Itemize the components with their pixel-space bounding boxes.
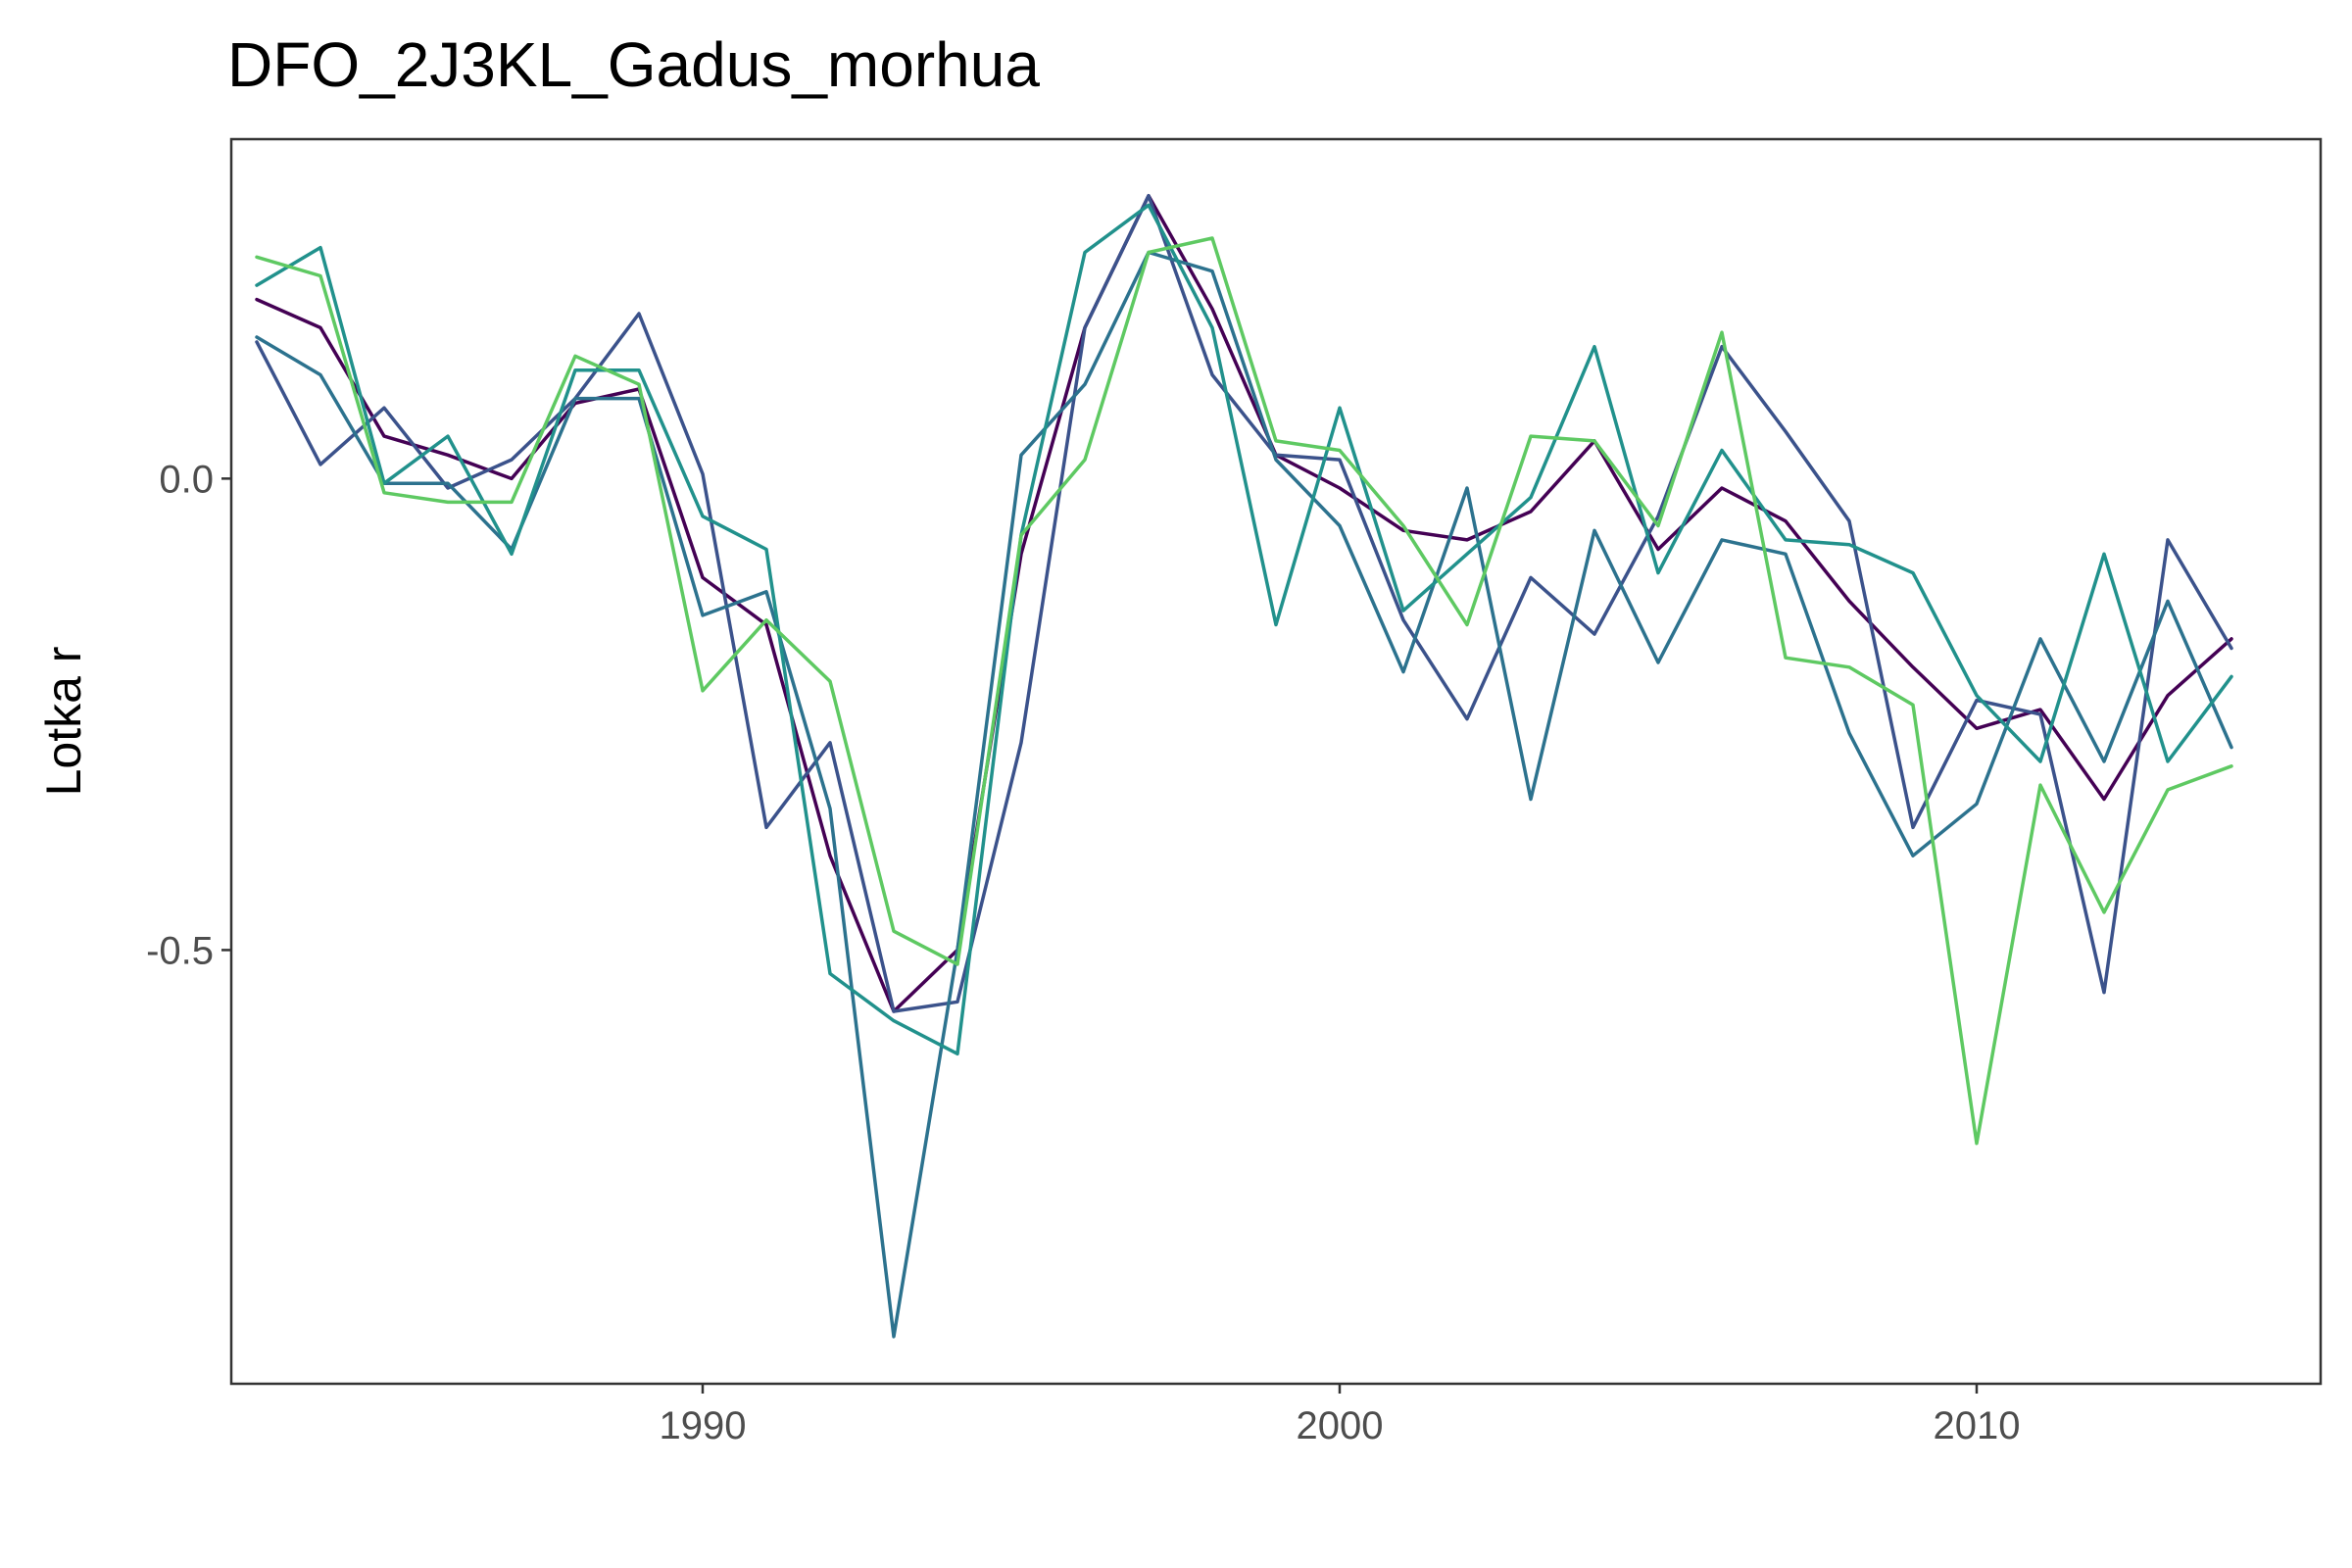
series-line-4: [255, 203, 2233, 1056]
series-line-3: [255, 250, 2233, 1339]
series-line-5: [255, 236, 2233, 1146]
x-tick-label: 2000: [1297, 1404, 1384, 1447]
y-tick-label: 0.0: [159, 458, 214, 501]
y-axis-label: Lotka r: [36, 647, 91, 797]
x-tick-label: 2010: [1934, 1404, 2021, 1447]
series-layer: [255, 193, 2233, 1339]
plot-panel-border: [229, 137, 2323, 1386]
chart-title: DFO_2J3KL_Gadus_morhua: [227, 29, 1040, 100]
axis-layer: 1990 2000 2010 0.0 -0.5: [146, 458, 2020, 1447]
x-tick-label: 1990: [660, 1404, 747, 1447]
series-line-2: [255, 193, 2233, 1013]
series-line-1: [255, 193, 2233, 1013]
y-tick-label: -0.5: [146, 929, 214, 972]
